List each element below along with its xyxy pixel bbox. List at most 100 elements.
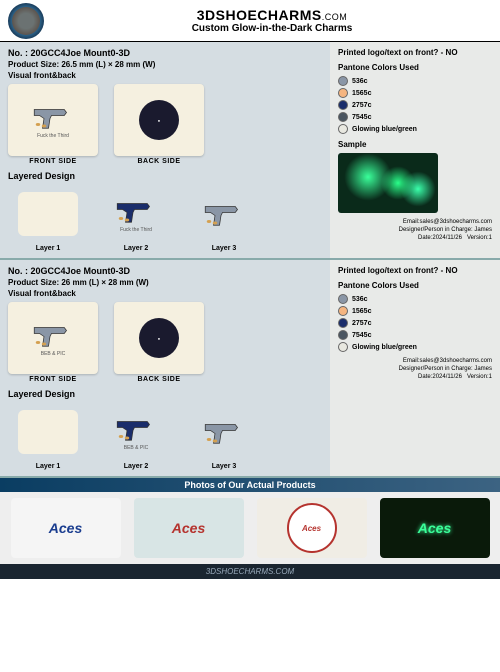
- pantone-code: Glowing blue/green: [352, 126, 417, 133]
- sample-image: [338, 153, 438, 213]
- pantone-code: 536c: [352, 78, 368, 85]
- color-dot: [338, 318, 348, 328]
- color-dot: [338, 294, 348, 304]
- color-dot: [338, 342, 348, 352]
- pantone-swatch: Glowing blue/green: [338, 342, 492, 352]
- pantone-code: 1565c: [352, 90, 371, 97]
- pantone-swatch: 1565c: [338, 88, 492, 98]
- color-dot: [338, 76, 348, 86]
- meta-date: Date:2024/11/26 Version:1: [338, 374, 492, 382]
- back-preview: ● BACK SIDE: [114, 84, 204, 165]
- pantone-code: 2757c: [352, 320, 371, 327]
- front-preview: BEB & PIC FRONT SIDE: [8, 302, 98, 383]
- header-text: 3DSHOECHARMS.COM Custom Glow-in-the-Dark…: [52, 7, 492, 34]
- pantone-swatch: 7545c: [338, 112, 492, 122]
- site-title: 3DSHOECHARMS.COM: [52, 7, 492, 23]
- product-1: No. : 20GCC4Joe Mount0-3D Product Size: …: [0, 42, 500, 260]
- layer1-shape: [18, 410, 78, 454]
- product-visual: Visual front&back: [8, 71, 322, 80]
- layer-3: Layer 3: [184, 403, 264, 470]
- gun-icon: [28, 102, 78, 132]
- meta-block: Email:sales@3dshoecharms.com Designer/Pe…: [338, 358, 492, 381]
- gun-icon: [111, 414, 161, 444]
- product-2: No. : 20GCC4Joe Mount0-3D Product Size: …: [0, 260, 500, 478]
- layers-row: Layer 1 BEB & PICLayer 2 Layer 3: [8, 403, 322, 470]
- layer-2: Fuck the ThirdLayer 2: [96, 185, 176, 252]
- product-left: No. : 20GCC4Joe Mount0-3D Product Size: …: [0, 42, 330, 258]
- gun-icon: [199, 417, 249, 447]
- pantone-swatch: 7545c: [338, 330, 492, 340]
- layer-1: Layer 1: [8, 403, 88, 470]
- back-label: BACK SIDE: [114, 158, 204, 165]
- logo-icon: [8, 3, 44, 39]
- meta-designer: Designer/Person in Charge: James: [338, 227, 492, 235]
- front-text: Fuck the Third: [28, 133, 78, 139]
- back-label: BACK SIDE: [114, 376, 204, 383]
- front-text: BEB & PIC: [28, 351, 78, 357]
- photo-4: Aces: [380, 498, 490, 558]
- product-visual: Visual front&back: [8, 289, 322, 298]
- pantone-code: 536c: [352, 296, 368, 303]
- layers-row: Layer 1 Fuck the ThirdLayer 2 Layer 3: [8, 185, 322, 252]
- back-box: ●: [114, 84, 204, 156]
- meta-email: Email:sales@3dshoecharms.com: [338, 358, 492, 366]
- photo-3: Aces: [257, 498, 367, 558]
- pantone-code: 7545c: [352, 332, 371, 339]
- pantone-code: 2757c: [352, 102, 371, 109]
- pantone-swatch: 2757c: [338, 100, 492, 110]
- gun-icon: [199, 199, 249, 229]
- product-no: No. : 20GCC4Joe Mount0-3D: [8, 266, 322, 276]
- header: 3DSHOECHARMS.COM Custom Glow-in-the-Dark…: [0, 0, 500, 42]
- product-right: Printed logo/text on front? - NO Pantone…: [330, 42, 500, 258]
- back-circle-icon: ●: [139, 318, 179, 358]
- back-box: ●: [114, 302, 204, 374]
- color-dot: [338, 330, 348, 340]
- previews: BEB & PIC FRONT SIDE ● BACK SIDE: [8, 302, 322, 383]
- meta-email: Email:sales@3dshoecharms.com: [338, 219, 492, 227]
- product-size: Product Size: 26.5 mm (L) × 28 mm (W): [8, 60, 322, 69]
- photos-row: Aces Aces Aces Aces: [0, 492, 500, 564]
- layer-1: Layer 1: [8, 185, 88, 252]
- product-size: Product Size: 26 mm (L) × 28 mm (W): [8, 278, 322, 287]
- layer-2: BEB & PICLayer 2: [96, 403, 176, 470]
- front-box: Fuck the Third: [8, 84, 98, 156]
- pantone-swatch: Glowing blue/green: [338, 124, 492, 134]
- previews: Fuck the Third FRONT SIDE ● BACK SIDE: [8, 84, 322, 165]
- layered-title: Layered Design: [8, 171, 322, 181]
- meta-date: Date:2024/11/26 Version:1: [338, 235, 492, 243]
- sample-label: Sample: [338, 140, 492, 149]
- pantone-title: Pantone Colors Used: [338, 63, 492, 72]
- gun-icon: [28, 320, 78, 350]
- product-no: No. : 20GCC4Joe Mount0-3D: [8, 48, 322, 58]
- back-preview: ● BACK SIDE: [114, 302, 204, 383]
- layer1-shape: [18, 192, 78, 236]
- pantone-swatch: 1565c: [338, 306, 492, 316]
- back-circle-icon: ●: [139, 100, 179, 140]
- layer-3: Layer 3: [184, 185, 264, 252]
- front-preview: Fuck the Third FRONT SIDE: [8, 84, 98, 165]
- pantone-swatch: 2757c: [338, 318, 492, 328]
- printed-logo-label: Printed logo/text on front? - NO: [338, 266, 492, 275]
- front-label: FRONT SIDE: [8, 376, 98, 383]
- color-dot: [338, 124, 348, 134]
- product-right: Printed logo/text on front? - NO Pantone…: [330, 260, 500, 476]
- photos-bar: Photos of Our Actual Products: [0, 478, 500, 492]
- photo-1: Aces: [11, 498, 121, 558]
- color-dot: [338, 88, 348, 98]
- color-dot: [338, 112, 348, 122]
- site-subtitle: Custom Glow-in-the-Dark Charms: [52, 23, 492, 34]
- photo-2: Aces: [134, 498, 244, 558]
- gun-icon: [111, 196, 161, 226]
- front-box: BEB & PIC: [8, 302, 98, 374]
- product-left: No. : 20GCC4Joe Mount0-3D Product Size: …: [0, 260, 330, 476]
- front-label: FRONT SIDE: [8, 158, 98, 165]
- pantone-code: 1565c: [352, 308, 371, 315]
- meta-block: Email:sales@3dshoecharms.com Designer/Pe…: [338, 219, 492, 242]
- footer: 3DSHOECHARMS.COM: [0, 564, 500, 579]
- printed-logo-label: Printed logo/text on front? - NO: [338, 48, 492, 57]
- pantone-title: Pantone Colors Used: [338, 281, 492, 290]
- layered-title: Layered Design: [8, 389, 322, 399]
- pantone-swatch: 536c: [338, 294, 492, 304]
- meta-designer: Designer/Person in Charge: James: [338, 366, 492, 374]
- pantone-swatch: 536c: [338, 76, 492, 86]
